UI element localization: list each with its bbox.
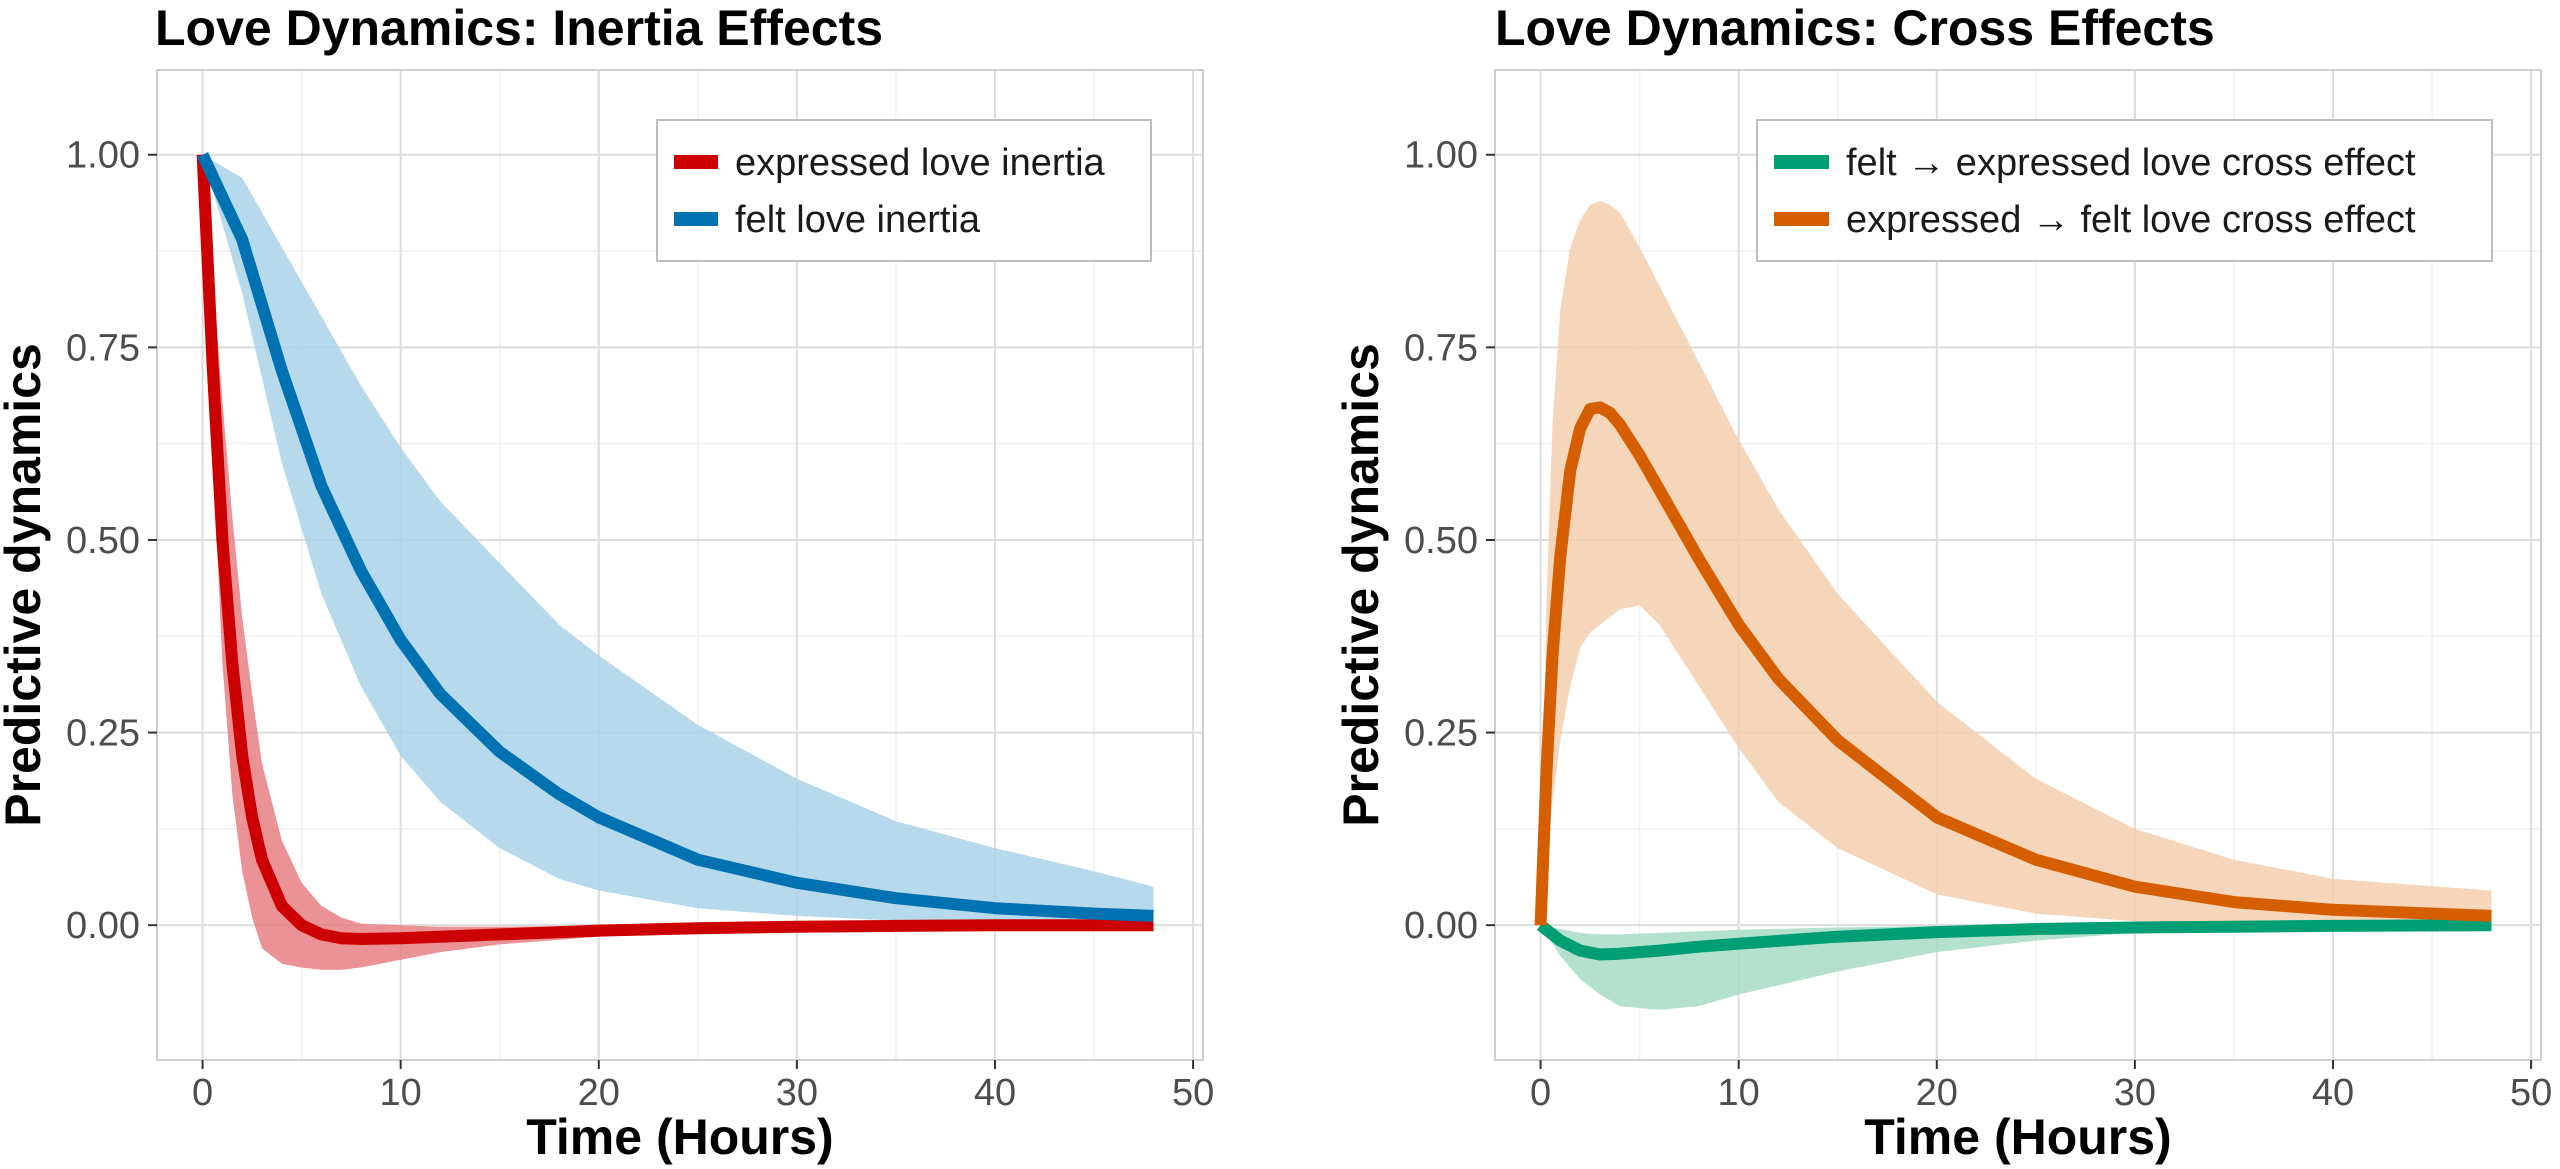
x-tick-label: 20: [1916, 1072, 1958, 1114]
x-tick-label: 10: [1718, 1072, 1760, 1114]
x-tick-label: 30: [2114, 1072, 2156, 1114]
line-felt-love-inertia: [197, 152, 1154, 922]
legend-box: [656, 119, 1152, 262]
ribbon-expressed-felt-love-cross-effect: [1540, 201, 2492, 926]
legend-label: expressed love inertia: [735, 142, 1106, 184]
line-layer: [1534, 401, 2492, 961]
panel-border: [156, 69, 1204, 1061]
line-layer: [196, 152, 1154, 945]
x-tick-label: 0: [1530, 1072, 1551, 1114]
y-tick-label: 0.25: [66, 713, 140, 755]
y-tick-label: 0.00: [1404, 905, 1478, 947]
x-tick-label: 0: [192, 1072, 213, 1114]
chart-panel-1: 0 10 20 30 40 50 0.00 0.25 0.50 0.75 1.00 Love Dyna…: [0, 0, 1214, 1165]
y-tick-label: 0.50: [1404, 520, 1478, 562]
y-tick-label: 0.25: [1404, 713, 1478, 755]
x-tick-label: 20: [578, 1072, 620, 1114]
x-tick-label: 40: [2312, 1072, 2354, 1114]
x-axis-title: Time (Hours): [1864, 1109, 2171, 1165]
legend: felt → expressed love cross effect expres…: [1756, 119, 2493, 262]
line-expressed-love-inertia: [196, 154, 1154, 945]
y-axis-title: Predictive dynamics: [1333, 343, 1389, 827]
y-tick-label: 1.00: [1404, 135, 1478, 177]
chart-title: Love Dynamics: Inertia Effects: [155, 0, 883, 56]
legend-box: [1756, 119, 2493, 262]
y-tick-label: 1.00: [66, 135, 140, 177]
ribbon-layer: [202, 154, 1154, 970]
y-axis-title: Predictive dynamics: [0, 343, 51, 827]
y-tick-label: 0.00: [66, 905, 140, 947]
legend: expressed love inertia felt love inertia: [656, 119, 1152, 262]
legend-label: felt love inertia: [735, 199, 981, 241]
x-tick-label: 50: [2510, 1072, 2552, 1114]
y-tick-label: 0.75: [66, 327, 140, 369]
legend-label: felt → expressed love cross effect: [1846, 142, 2416, 184]
y-tick-label: 0.75: [1404, 327, 1478, 369]
ribbon-felt-love-inertia: [202, 154, 1154, 925]
x-tick-label: 40: [974, 1072, 1016, 1114]
chart-title: Love Dynamics: Cross Effects: [1495, 0, 2215, 56]
x-tick-label: 30: [776, 1072, 818, 1114]
x-tick-label: 50: [1172, 1072, 1214, 1114]
line-felt-expressed-love-cross-effect: [1536, 919, 2492, 961]
line-expressed-felt-love-cross-effect: [1534, 401, 2492, 926]
chart-panel-2: 0 10 20 30 40 50 0.00 0.25 0.50 0.75 1.00 Love Dyna…: [1333, 0, 2552, 1165]
legend-label: expressed → felt love cross effect: [1846, 199, 2416, 241]
panel-border: [1494, 69, 2542, 1061]
x-tick-label: 10: [380, 1072, 422, 1114]
y-tick-label: 0.50: [66, 520, 140, 562]
ribbon-expressed-love-inertia: [202, 154, 1154, 970]
x-axis-title: Time (Hours): [526, 1109, 833, 1165]
